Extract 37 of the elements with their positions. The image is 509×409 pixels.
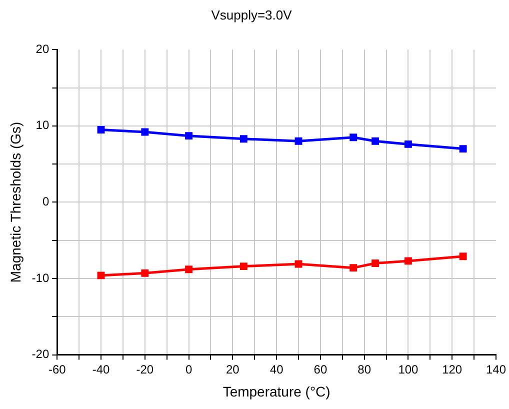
- x-tick-label: -20: [136, 362, 154, 376]
- point: [240, 262, 248, 270]
- y-tick-label: -10: [32, 270, 50, 285]
- x-tick-label: -40: [92, 362, 110, 376]
- point: [459, 252, 467, 260]
- point: [185, 266, 193, 274]
- point: [404, 257, 412, 265]
- x-tick-label: 40: [270, 362, 284, 376]
- x-tick-label: 60: [314, 362, 328, 376]
- y-tick-label: -20: [32, 347, 50, 362]
- point: [97, 126, 105, 134]
- x-tick-label: 0: [185, 362, 192, 376]
- x-tick-label: -60: [48, 362, 66, 376]
- point: [185, 132, 193, 140]
- chart-title: Vsupply=3.0V: [211, 7, 292, 22]
- y-tick-label: 10: [36, 118, 50, 132]
- y-tick-label: 0: [42, 194, 50, 209]
- point: [372, 137, 380, 145]
- point: [294, 260, 302, 268]
- point: [240, 135, 248, 143]
- point: [294, 137, 302, 145]
- x-axis-title: Temperature (°C): [222, 383, 330, 400]
- point: [97, 272, 105, 280]
- x-tick-label: 100: [398, 362, 419, 376]
- point: [141, 269, 149, 277]
- point: [404, 140, 412, 148]
- y-tick-label: 20: [36, 42, 50, 56]
- point: [141, 128, 149, 136]
- x-tick-label: 20: [226, 362, 240, 376]
- y-axis-title: Magnetic Thresholds (Gs): [7, 122, 24, 283]
- point: [350, 264, 358, 272]
- point: [372, 260, 380, 267]
- x-tick-label: 120: [442, 362, 462, 376]
- x-tick-label: 140: [486, 362, 506, 376]
- point: [459, 145, 467, 153]
- point: [350, 134, 358, 142]
- x-tick-label: 80: [358, 362, 372, 376]
